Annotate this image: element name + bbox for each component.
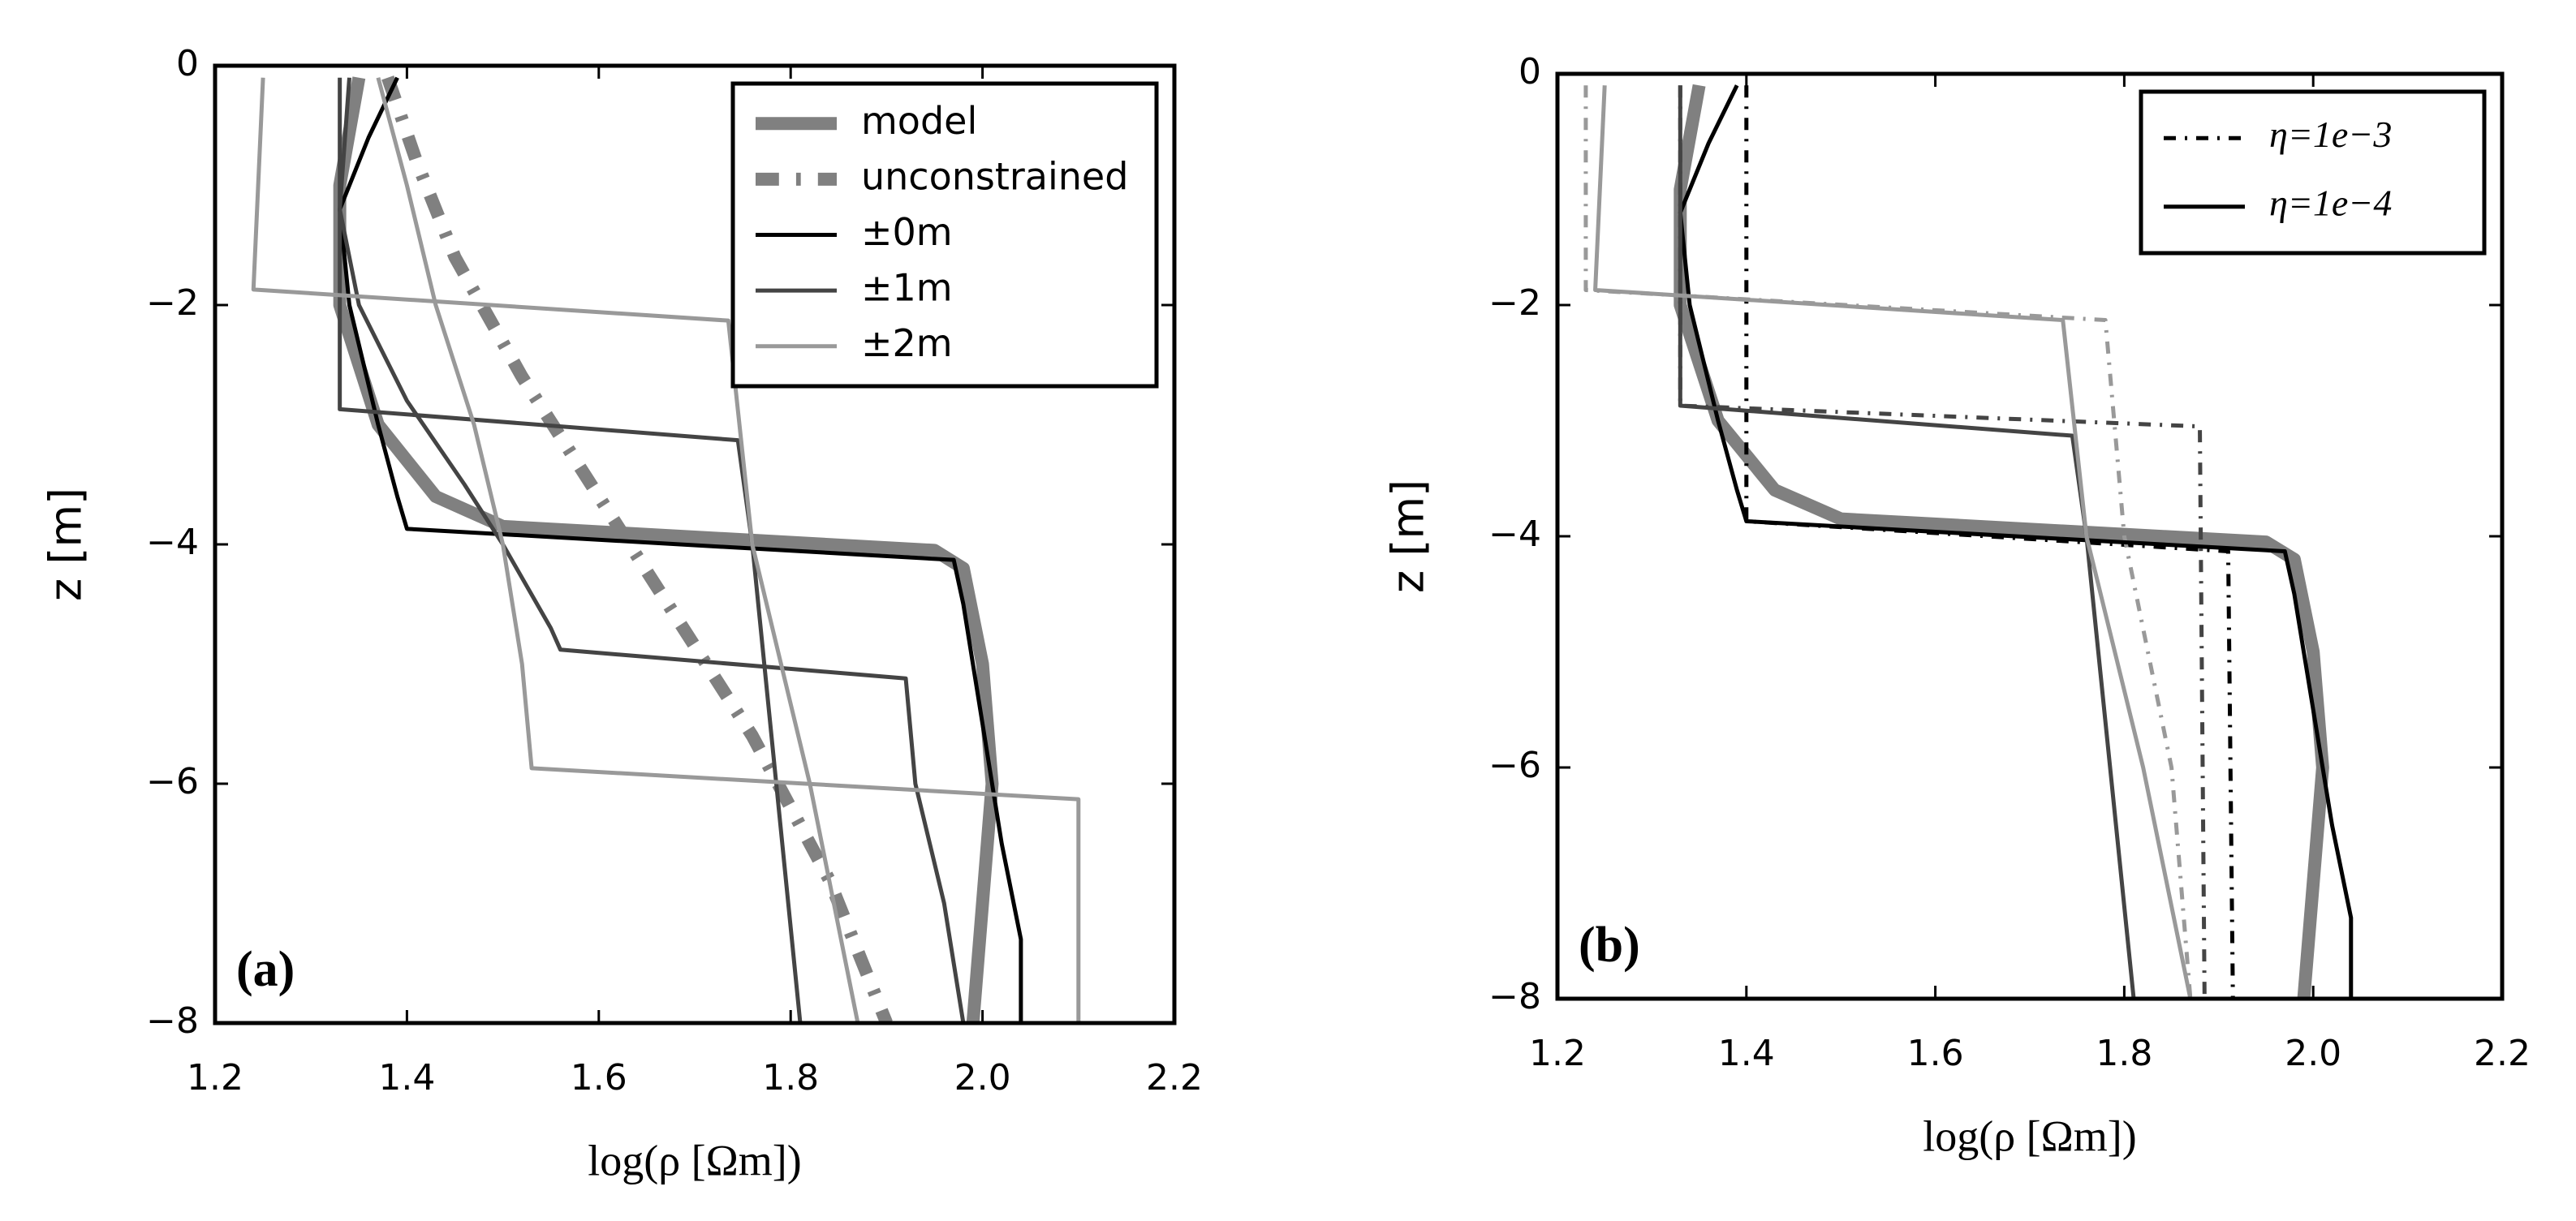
x-tick-label: 2.2 xyxy=(2474,1033,2531,1074)
profile-line xyxy=(1678,85,2136,999)
y-tick-label: −8 xyxy=(146,1000,199,1042)
x-tick-label: 1.2 xyxy=(187,1057,243,1098)
y-tick-label: 0 xyxy=(1518,51,1541,92)
profile-line xyxy=(1593,85,2193,999)
x-axis-label: log(ρ [Ωm]) xyxy=(1923,1111,2137,1160)
y-tick-label: −8 xyxy=(1488,976,1541,1017)
y-tick-label: 0 xyxy=(176,43,199,84)
profile-line xyxy=(251,77,860,1023)
x-tick-label: 2.2 xyxy=(1146,1057,1203,1098)
profile-line xyxy=(338,77,803,1023)
y-axis-label: z [m] xyxy=(41,488,92,601)
x-tick-label: 2.0 xyxy=(2285,1033,2341,1074)
legend-label: ±2m xyxy=(861,321,953,365)
y-tick-label: −4 xyxy=(1488,514,1541,555)
profile-line xyxy=(338,77,966,1023)
y-tick-label: −6 xyxy=(146,761,199,802)
x-axis-label: log(ρ [Ωm]) xyxy=(588,1136,802,1184)
legend-label: model xyxy=(861,99,977,143)
y-tick-label: −2 xyxy=(146,282,199,324)
legend-label: unconstrained xyxy=(861,154,1128,198)
y-tick-label: −4 xyxy=(146,522,199,563)
y-tick-label: −6 xyxy=(1488,745,1541,786)
profile-line xyxy=(1583,85,2193,999)
x-tick-label: 1.6 xyxy=(1907,1033,1964,1074)
x-tick-label: 1.2 xyxy=(1529,1033,1586,1074)
x-tick-label: 1.8 xyxy=(762,1057,819,1098)
legend-label: ±0m xyxy=(861,210,953,254)
x-tick-label: 1.6 xyxy=(571,1057,627,1098)
profile-line xyxy=(376,77,1081,1023)
profile-line xyxy=(1678,85,2207,999)
y-tick-label: −2 xyxy=(1488,282,1541,324)
legend-label: η=1e−3 xyxy=(2269,114,2392,155)
y-axis-label: z [m] xyxy=(1383,479,1434,593)
profile-line xyxy=(1744,85,2235,999)
panel-label: (a) xyxy=(236,942,295,997)
legend-label: η=1e−4 xyxy=(2269,182,2392,223)
x-tick-label: 1.4 xyxy=(378,1057,435,1098)
panel-label: (b) xyxy=(1579,918,1640,973)
plot-area xyxy=(251,75,1081,1023)
legend-box xyxy=(2139,89,2487,256)
legend-label: ±1m xyxy=(861,266,953,310)
x-tick-label: 2.0 xyxy=(954,1057,1011,1098)
x-tick-label: 1.8 xyxy=(2096,1033,2152,1074)
x-tick-label: 1.4 xyxy=(1718,1033,1775,1074)
plot-area xyxy=(1583,84,2354,999)
